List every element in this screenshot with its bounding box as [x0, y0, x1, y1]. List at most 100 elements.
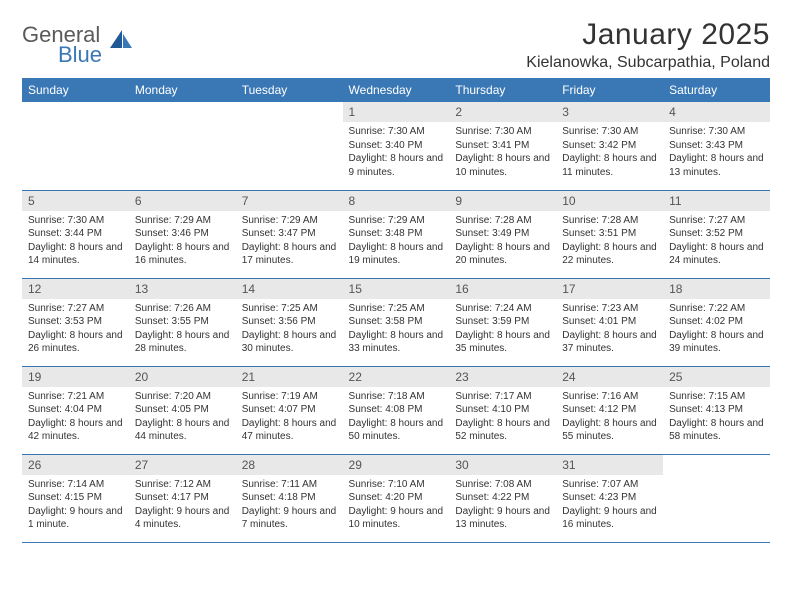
empty-day-cell	[663, 454, 770, 542]
day-cell: 11Sunrise: 7:27 AMSunset: 3:52 PMDayligh…	[663, 190, 770, 278]
day-number: 20	[129, 367, 236, 387]
day-cell: 17Sunrise: 7:23 AMSunset: 4:01 PMDayligh…	[556, 278, 663, 366]
day-number: 17	[556, 279, 663, 299]
brand-bottom: Blue	[58, 44, 102, 66]
day-cell: 20Sunrise: 7:20 AMSunset: 4:05 PMDayligh…	[129, 366, 236, 454]
day-details: Sunrise: 7:24 AMSunset: 3:59 PMDaylight:…	[449, 299, 556, 360]
calendar-week-row: 1Sunrise: 7:30 AMSunset: 3:40 PMDaylight…	[22, 102, 770, 190]
calendar-week-row: 5Sunrise: 7:30 AMSunset: 3:44 PMDaylight…	[22, 190, 770, 278]
day-number: 10	[556, 191, 663, 211]
day-details: Sunrise: 7:17 AMSunset: 4:10 PMDaylight:…	[449, 387, 556, 448]
day-details: Sunrise: 7:29 AMSunset: 3:47 PMDaylight:…	[236, 211, 343, 272]
weekday-header: Sunday	[22, 78, 129, 102]
day-details: Sunrise: 7:30 AMSunset: 3:44 PMDaylight:…	[22, 211, 129, 272]
day-details: Sunrise: 7:26 AMSunset: 3:55 PMDaylight:…	[129, 299, 236, 360]
day-number: 12	[22, 279, 129, 299]
day-cell: 1Sunrise: 7:30 AMSunset: 3:40 PMDaylight…	[343, 102, 450, 190]
day-number: 29	[343, 455, 450, 475]
day-number: 11	[663, 191, 770, 211]
day-number: 22	[343, 367, 450, 387]
day-cell: 6Sunrise: 7:29 AMSunset: 3:46 PMDaylight…	[129, 190, 236, 278]
empty-day-cell	[129, 102, 236, 190]
weekday-header: Thursday	[449, 78, 556, 102]
day-details: Sunrise: 7:16 AMSunset: 4:12 PMDaylight:…	[556, 387, 663, 448]
day-details: Sunrise: 7:08 AMSunset: 4:22 PMDaylight:…	[449, 475, 556, 536]
day-details: Sunrise: 7:30 AMSunset: 3:42 PMDaylight:…	[556, 122, 663, 183]
day-number: 25	[663, 367, 770, 387]
calendar-week-row: 19Sunrise: 7:21 AMSunset: 4:04 PMDayligh…	[22, 366, 770, 454]
day-details: Sunrise: 7:28 AMSunset: 3:51 PMDaylight:…	[556, 211, 663, 272]
day-number: 27	[129, 455, 236, 475]
brand-sail-icon	[108, 28, 134, 50]
day-cell: 12Sunrise: 7:27 AMSunset: 3:53 PMDayligh…	[22, 278, 129, 366]
day-cell: 31Sunrise: 7:07 AMSunset: 4:23 PMDayligh…	[556, 454, 663, 542]
day-number: 4	[663, 102, 770, 122]
day-details: Sunrise: 7:21 AMSunset: 4:04 PMDaylight:…	[22, 387, 129, 448]
day-details: Sunrise: 7:25 AMSunset: 3:58 PMDaylight:…	[343, 299, 450, 360]
day-cell: 26Sunrise: 7:14 AMSunset: 4:15 PMDayligh…	[22, 454, 129, 542]
day-number: 13	[129, 279, 236, 299]
header-row: General Blue January 2025 Kielanowka, Su…	[22, 18, 770, 72]
weekday-header-row: Sunday Monday Tuesday Wednesday Thursday…	[22, 78, 770, 102]
day-details: Sunrise: 7:30 AMSunset: 3:40 PMDaylight:…	[343, 122, 450, 183]
day-cell: 27Sunrise: 7:12 AMSunset: 4:17 PMDayligh…	[129, 454, 236, 542]
day-cell: 30Sunrise: 7:08 AMSunset: 4:22 PMDayligh…	[449, 454, 556, 542]
brand-logo: General Blue	[22, 18, 134, 66]
day-number: 7	[236, 191, 343, 211]
location-subtitle: Kielanowka, Subcarpathia, Poland	[526, 54, 770, 72]
day-cell: 23Sunrise: 7:17 AMSunset: 4:10 PMDayligh…	[449, 366, 556, 454]
day-details: Sunrise: 7:15 AMSunset: 4:13 PMDaylight:…	[663, 387, 770, 448]
day-number: 5	[22, 191, 129, 211]
day-number: 31	[556, 455, 663, 475]
title-block: January 2025 Kielanowka, Subcarpathia, P…	[526, 18, 770, 72]
day-number: 28	[236, 455, 343, 475]
day-number: 15	[343, 279, 450, 299]
day-number: 16	[449, 279, 556, 299]
day-cell: 10Sunrise: 7:28 AMSunset: 3:51 PMDayligh…	[556, 190, 663, 278]
day-details: Sunrise: 7:10 AMSunset: 4:20 PMDaylight:…	[343, 475, 450, 536]
day-details: Sunrise: 7:30 AMSunset: 3:43 PMDaylight:…	[663, 122, 770, 183]
day-details: Sunrise: 7:27 AMSunset: 3:53 PMDaylight:…	[22, 299, 129, 360]
day-number: 23	[449, 367, 556, 387]
day-number: 1	[343, 102, 450, 122]
day-details: Sunrise: 7:14 AMSunset: 4:15 PMDaylight:…	[22, 475, 129, 536]
day-number: 21	[236, 367, 343, 387]
day-details: Sunrise: 7:11 AMSunset: 4:18 PMDaylight:…	[236, 475, 343, 536]
day-details: Sunrise: 7:29 AMSunset: 3:48 PMDaylight:…	[343, 211, 450, 272]
brand-text: General Blue	[22, 24, 102, 66]
day-cell: 28Sunrise: 7:11 AMSunset: 4:18 PMDayligh…	[236, 454, 343, 542]
day-cell: 13Sunrise: 7:26 AMSunset: 3:55 PMDayligh…	[129, 278, 236, 366]
day-details: Sunrise: 7:29 AMSunset: 3:46 PMDaylight:…	[129, 211, 236, 272]
day-cell: 9Sunrise: 7:28 AMSunset: 3:49 PMDaylight…	[449, 190, 556, 278]
day-cell: 7Sunrise: 7:29 AMSunset: 3:47 PMDaylight…	[236, 190, 343, 278]
day-cell: 3Sunrise: 7:30 AMSunset: 3:42 PMDaylight…	[556, 102, 663, 190]
day-cell: 25Sunrise: 7:15 AMSunset: 4:13 PMDayligh…	[663, 366, 770, 454]
weekday-header: Tuesday	[236, 78, 343, 102]
calendar-week-row: 12Sunrise: 7:27 AMSunset: 3:53 PMDayligh…	[22, 278, 770, 366]
day-details: Sunrise: 7:07 AMSunset: 4:23 PMDaylight:…	[556, 475, 663, 536]
day-cell: 15Sunrise: 7:25 AMSunset: 3:58 PMDayligh…	[343, 278, 450, 366]
day-number: 14	[236, 279, 343, 299]
day-cell: 21Sunrise: 7:19 AMSunset: 4:07 PMDayligh…	[236, 366, 343, 454]
day-cell: 8Sunrise: 7:29 AMSunset: 3:48 PMDaylight…	[343, 190, 450, 278]
day-number: 9	[449, 191, 556, 211]
day-details: Sunrise: 7:30 AMSunset: 3:41 PMDaylight:…	[449, 122, 556, 183]
calendar-body: 1Sunrise: 7:30 AMSunset: 3:40 PMDaylight…	[22, 102, 770, 542]
weekday-header: Saturday	[663, 78, 770, 102]
day-cell: 22Sunrise: 7:18 AMSunset: 4:08 PMDayligh…	[343, 366, 450, 454]
day-cell: 4Sunrise: 7:30 AMSunset: 3:43 PMDaylight…	[663, 102, 770, 190]
day-cell: 19Sunrise: 7:21 AMSunset: 4:04 PMDayligh…	[22, 366, 129, 454]
empty-day-cell	[22, 102, 129, 190]
day-number: 18	[663, 279, 770, 299]
day-cell: 5Sunrise: 7:30 AMSunset: 3:44 PMDaylight…	[22, 190, 129, 278]
day-details: Sunrise: 7:23 AMSunset: 4:01 PMDaylight:…	[556, 299, 663, 360]
day-cell: 24Sunrise: 7:16 AMSunset: 4:12 PMDayligh…	[556, 366, 663, 454]
day-number: 6	[129, 191, 236, 211]
day-details: Sunrise: 7:19 AMSunset: 4:07 PMDaylight:…	[236, 387, 343, 448]
day-details: Sunrise: 7:18 AMSunset: 4:08 PMDaylight:…	[343, 387, 450, 448]
day-cell: 16Sunrise: 7:24 AMSunset: 3:59 PMDayligh…	[449, 278, 556, 366]
day-number: 26	[22, 455, 129, 475]
day-cell: 2Sunrise: 7:30 AMSunset: 3:41 PMDaylight…	[449, 102, 556, 190]
day-cell: 14Sunrise: 7:25 AMSunset: 3:56 PMDayligh…	[236, 278, 343, 366]
day-number: 24	[556, 367, 663, 387]
